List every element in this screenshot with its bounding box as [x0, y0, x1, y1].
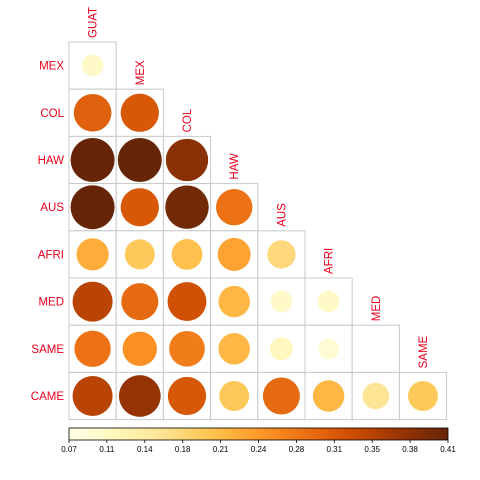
row-label: SAME — [31, 344, 64, 356]
colorbar-tick-label: 0.24 — [251, 445, 267, 454]
column-label: HAW — [229, 153, 241, 180]
row-label: HAW — [38, 155, 65, 167]
correlation-circle — [74, 330, 111, 367]
column-label: AFRI — [324, 248, 336, 274]
correlation-circle — [165, 185, 209, 229]
correlation-circle — [318, 338, 339, 360]
colorbar-tick-label: 0.41 — [440, 445, 456, 454]
colorbar: 0.07 0.11 0.14 0.18 0.21 0.24 0.28 0.31 0.35 0.38… — [61, 427, 456, 454]
correlation-circle — [171, 239, 203, 270]
colorbar-tick-label: 0.11 — [99, 445, 115, 454]
correlation-circle — [169, 330, 205, 367]
correlation-circle — [216, 189, 253, 226]
correlation-circle — [121, 283, 159, 321]
correlation-circle — [262, 377, 300, 415]
column-label: SAME — [418, 335, 430, 368]
row-labels: MEX COL HAW AUS AFRI MED SAME CAME — [31, 61, 65, 403]
correlation-circle — [219, 381, 250, 411]
correlation-circle — [267, 240, 296, 269]
correlation-circle — [70, 138, 115, 182]
correlation-circle — [167, 376, 207, 416]
column-label: AUS — [276, 203, 288, 227]
row-label: MED — [38, 297, 64, 309]
correlation-circle — [270, 337, 293, 361]
correlation-circle — [73, 93, 112, 132]
correlation-circle — [122, 331, 157, 366]
correlation-circle — [408, 381, 438, 411]
row-label: AUS — [40, 202, 64, 214]
grid-cells — [68, 41, 448, 421]
colorbar-tick-label: 0.31 — [327, 445, 343, 454]
correlation-circle — [218, 333, 250, 365]
correlation-circle — [218, 285, 250, 318]
correlation-circle — [120, 188, 159, 227]
correlation-circle — [217, 237, 251, 271]
column-labels: GUAT MEX COL HAW AUS AFRI MED SAME — [88, 7, 430, 368]
colorbar-tick-label: 0.07 — [61, 445, 77, 454]
colorbar-tick-label: 0.35 — [364, 445, 380, 454]
colorbar-tick-label: 0.38 — [402, 445, 418, 454]
correlation-circle — [70, 185, 115, 230]
column-label: MEX — [135, 60, 147, 85]
correlation-circle — [72, 375, 113, 417]
row-label: CAME — [31, 391, 65, 403]
column-label: COL — [182, 108, 194, 132]
colorbar-tick-label: 0.14 — [137, 445, 153, 454]
correlation-circle — [72, 281, 113, 322]
colorbar-gradient — [68, 427, 449, 441]
correlation-circle — [76, 238, 109, 271]
colorbar-tick-label: 0.21 — [213, 445, 229, 454]
correlation-circle — [165, 138, 209, 182]
correlation-circle — [124, 239, 155, 270]
row-label: AFRI — [38, 249, 64, 261]
correlation-circle — [120, 93, 159, 132]
correlation-circle — [362, 382, 390, 410]
column-label: MED — [371, 296, 383, 322]
correlation-circle — [167, 282, 207, 322]
correlation-circle — [270, 290, 293, 313]
correlation-circle — [317, 290, 340, 313]
correlation-circle — [312, 380, 345, 412]
grid-cell — [351, 324, 400, 373]
correlation-circles — [70, 54, 438, 417]
correlation-circle — [118, 375, 161, 417]
colorbar-tick-label: 0.18 — [175, 445, 191, 454]
colorbar-tick-label: 0.28 — [289, 445, 305, 454]
correlation-circle — [117, 138, 162, 182]
correlation-circle — [81, 54, 104, 77]
row-label: COL — [40, 108, 64, 120]
column-label: GUAT — [88, 7, 100, 38]
row-label: MEX — [39, 61, 64, 73]
